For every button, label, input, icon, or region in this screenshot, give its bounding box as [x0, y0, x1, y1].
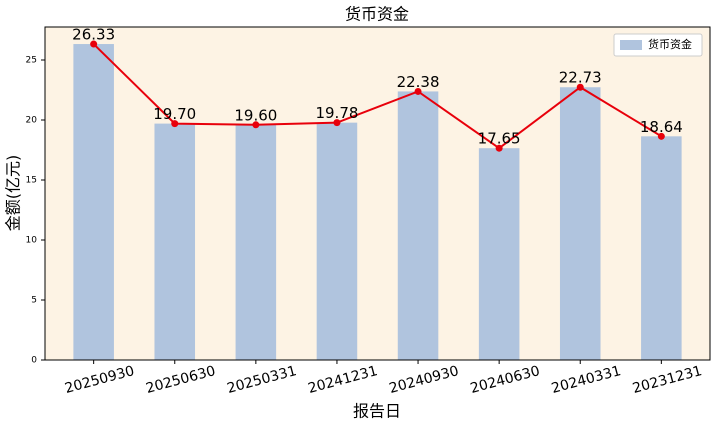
bar	[235, 124, 277, 360]
point	[90, 40, 98, 48]
x-axis-label: 报告日	[353, 402, 401, 421]
point	[252, 121, 260, 129]
x-tick-label: 20250930	[63, 363, 136, 397]
point	[657, 132, 665, 140]
value-label: 22.38	[397, 73, 440, 91]
bar	[316, 122, 358, 360]
bar	[73, 44, 114, 360]
bar	[397, 91, 439, 360]
x-tick-label: 20240331	[550, 363, 623, 397]
line	[92, 43, 662, 150]
y-tick-label: 25	[26, 56, 37, 66]
point	[414, 87, 422, 95]
y-axis-label: 金额(亿元)	[4, 155, 23, 232]
x-tick-label: 20240930	[388, 363, 461, 397]
legend-box	[613, 33, 703, 57]
bar	[559, 87, 601, 361]
value-label: 26.33	[72, 26, 115, 44]
value-label: 18.64	[640, 118, 683, 136]
point	[495, 144, 503, 152]
plot-background	[45, 27, 710, 360]
y-tick-label: 5	[31, 296, 37, 306]
point	[171, 120, 179, 128]
value-label: 22.73	[559, 69, 602, 87]
legend-label: 货币资金	[648, 37, 692, 51]
bar	[154, 123, 196, 360]
y-tick-label: 0	[31, 356, 37, 366]
value-label: 19.60	[234, 106, 277, 124]
plot-frame	[44, 26, 711, 361]
value-label: 19.78	[315, 104, 358, 122]
chart-title: 货币资金	[345, 5, 409, 24]
y-tick-label: 20	[26, 116, 38, 126]
x-tick-label: 20250630	[144, 363, 217, 397]
point	[576, 83, 584, 91]
x-tick-label: 20231231	[631, 363, 704, 397]
x-tick-label: 20241231	[306, 363, 379, 397]
point	[333, 119, 341, 127]
y-tick-label: 10	[26, 236, 38, 246]
value-label: 17.65	[478, 130, 521, 148]
bar	[478, 148, 520, 360]
y-tick-label: 15	[26, 176, 37, 186]
x-tick-label: 20240630	[469, 363, 542, 397]
legend-swatch	[620, 40, 642, 50]
value-label: 19.70	[153, 105, 196, 123]
x-tick-label: 20250331	[225, 363, 298, 397]
bar	[641, 136, 682, 360]
legend: 货币资金	[613, 33, 703, 57]
